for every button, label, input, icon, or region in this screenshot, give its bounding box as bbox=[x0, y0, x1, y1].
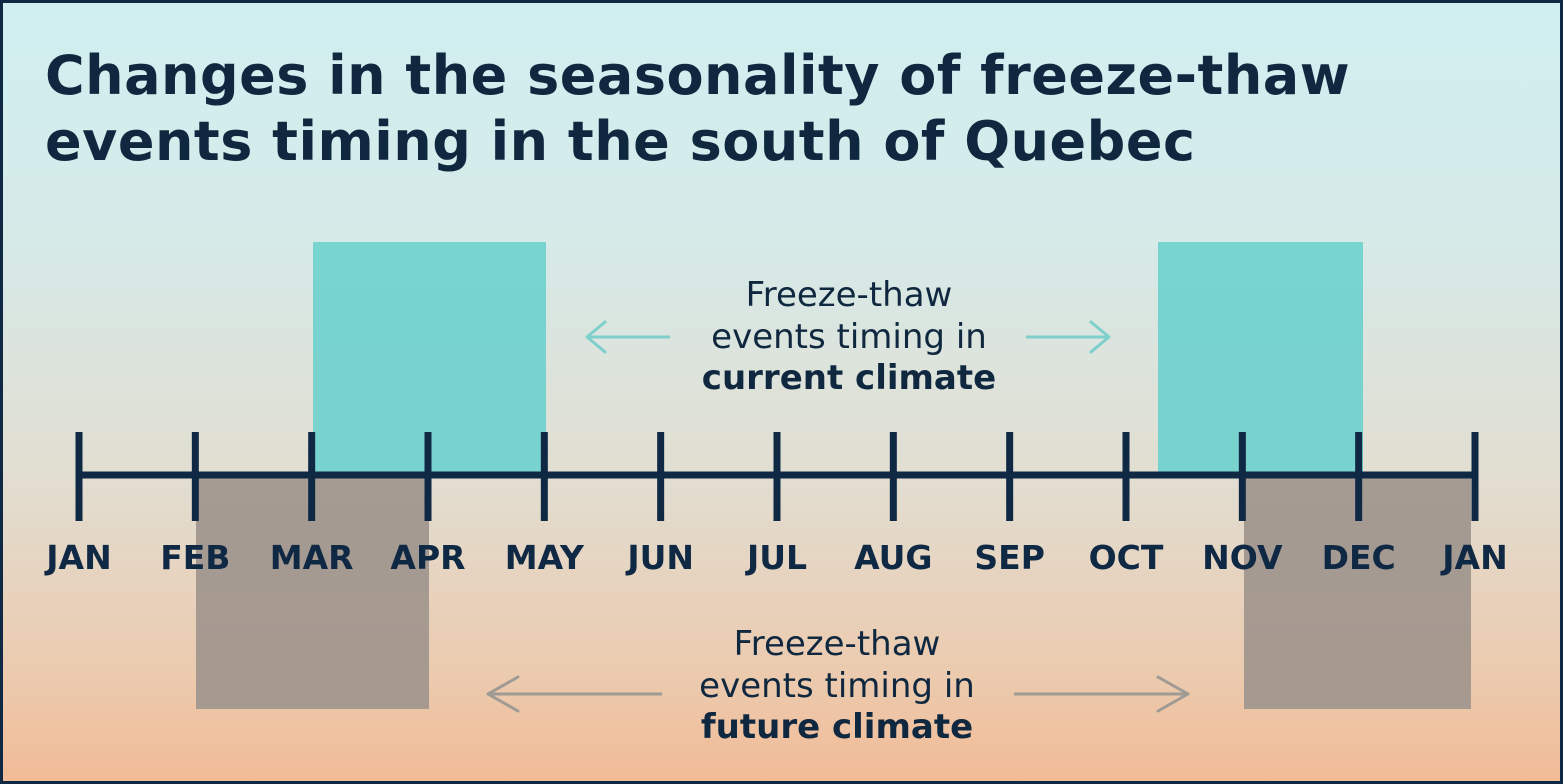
month-label: MAR bbox=[270, 538, 354, 577]
current-arrow-right-head bbox=[1089, 320, 1111, 354]
timeline-diagram: JAN FEB MAR APR MAY JUN JUL AUG SEP OCT NOV DEC JAN … bbox=[44, 242, 1508, 747]
current-climate-annotation: Freeze-thaw events timing in current cli… bbox=[585, 275, 1111, 398]
timeline-ticks bbox=[75, 432, 1479, 521]
future-label-bold: future climate bbox=[701, 707, 973, 747]
month-labels: JAN FEB MAR APR MAY JUN JUL AUG SEP OCT NOV DEC JAN bbox=[44, 538, 1507, 577]
current-arrow-left-head bbox=[585, 320, 607, 354]
title-line-1: Changes in the seasonality of freeze-tha… bbox=[45, 44, 1351, 107]
month-label: JAN bbox=[1440, 538, 1507, 577]
month-label: NOV bbox=[1202, 538, 1283, 577]
future-climate-annotation: Freeze-thaw events timing in future clim… bbox=[486, 624, 1190, 747]
month-label: DEC bbox=[1322, 538, 1396, 577]
month-label: JUL bbox=[745, 538, 807, 577]
month-label: OCT bbox=[1089, 538, 1164, 577]
future-arrow-left-head bbox=[486, 675, 520, 713]
future-arrow-right-head bbox=[1156, 675, 1190, 713]
month-label: JUN bbox=[625, 538, 694, 577]
month-label: FEB bbox=[160, 538, 230, 577]
page-title: Changes in the seasonality of freeze-tha… bbox=[45, 43, 1350, 175]
month-label: MAY bbox=[505, 538, 585, 577]
current-label-bold: current climate bbox=[702, 358, 996, 398]
month-label: SEP bbox=[974, 538, 1045, 577]
month-label: APR bbox=[390, 538, 465, 577]
future-label-line-1: Freeze-thaw bbox=[734, 624, 941, 664]
month-label: AUG bbox=[854, 538, 932, 577]
current-label-line-1: Freeze-thaw bbox=[746, 275, 953, 315]
future-label-line-2: events timing in bbox=[699, 666, 975, 706]
current-label-line-2: events timing in bbox=[711, 317, 987, 357]
month-label: JAN bbox=[44, 538, 111, 577]
current-climate-block-fall bbox=[1158, 242, 1363, 474]
title-line-2: events timing in the south of Quebec bbox=[45, 110, 1196, 173]
